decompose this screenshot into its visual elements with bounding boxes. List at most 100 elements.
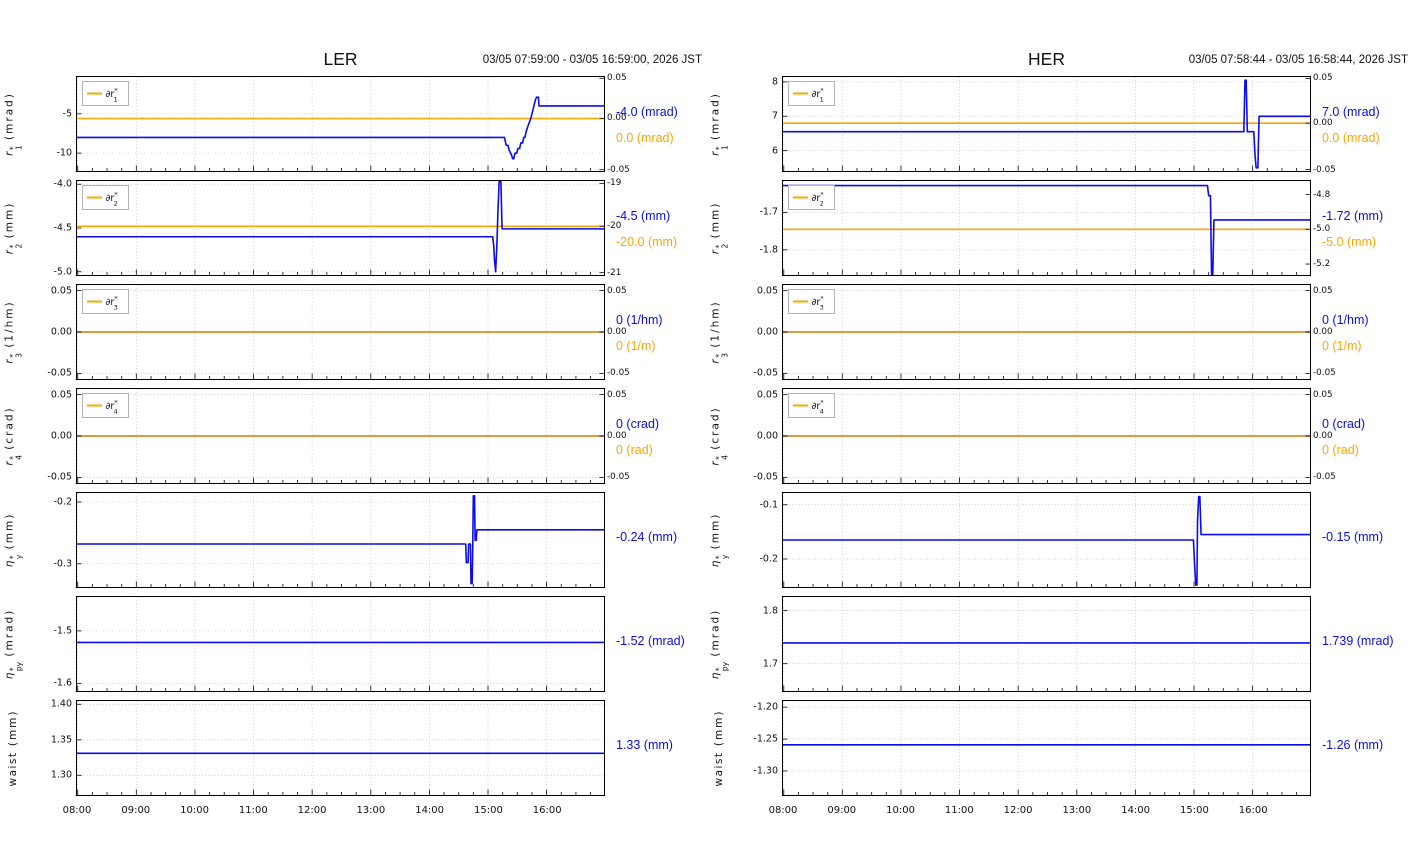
x-tick-label: 15:00 bbox=[1179, 805, 1209, 816]
x-tick-label: 16:00 bbox=[532, 805, 562, 816]
plot-canvas: ∂r* 4 bbox=[76, 388, 605, 484]
panel-header-ler: LER 03/05 07:59:00 - 03/05 16:59:00, 202… bbox=[0, 26, 706, 68]
y-tick-label: -4.0 bbox=[53, 178, 72, 190]
subscript: y bbox=[720, 554, 730, 560]
subplot-ler-6: η * py (mrad) -1.5 -1.6 -1.52 (mrad) bbox=[0, 596, 706, 692]
time-range-label-ler: 03/05 07:59:00 - 03/05 16:59:00, 2026 JS… bbox=[482, 54, 702, 66]
y-tick-label: 0.05 bbox=[50, 285, 72, 297]
plot-canvas bbox=[782, 492, 1311, 588]
right-tick-label: 0.05 bbox=[607, 73, 627, 84]
y-axis-label: r * 1 (mrad) bbox=[709, 92, 730, 156]
y-tick-labels: 8 7 6 bbox=[732, 76, 782, 172]
x-tick-label: 08:00 bbox=[768, 805, 798, 816]
right-tick-label: -0.05 bbox=[607, 472, 630, 483]
y-tick-label: 1.35 bbox=[50, 734, 72, 746]
y-axis-label: waist (mm) bbox=[7, 709, 19, 787]
subscript: 1 bbox=[720, 145, 730, 151]
subplot-ler-1: r * 1 (mrad) -5 -10 ∂r* 1 0.05 0.00 -0.05 -4.0 (mr… bbox=[0, 73, 706, 175]
legend: ∂r* 2 bbox=[82, 185, 129, 210]
x-tick-label: 09:00 bbox=[827, 805, 857, 816]
y-tick-label: 1.30 bbox=[50, 769, 72, 781]
y-tick-labels: 0.05 0.00 -0.05 bbox=[26, 284, 76, 380]
plot-canvas: ∂r* 1 bbox=[782, 76, 1311, 172]
y-tick-label: 0.00 bbox=[756, 326, 778, 338]
subscript: 3 bbox=[720, 353, 730, 358]
right-tick-label: 0.00 bbox=[607, 431, 627, 441]
right-column: 0.05 0.00 -0.05 0 (crad) 0 (rad) bbox=[605, 388, 706, 484]
y-axis-label-cell: waist (mm) bbox=[706, 700, 732, 796]
value-readout: 0 (rad) bbox=[1322, 443, 1359, 458]
plot-cell: ∂r* 1 bbox=[76, 76, 605, 172]
right-column: -19 -20 -21 -4.5 (mm) -20.0 (mm) bbox=[605, 178, 706, 277]
y-tick-labels: -1.20 -1.25 -1.30 bbox=[732, 700, 782, 796]
y-axis-label: η * y (mm) bbox=[709, 512, 730, 568]
right-tick-label: -4.8 bbox=[1313, 189, 1331, 200]
x-tick-label: 14:00 bbox=[1121, 805, 1151, 816]
y-tick-label: -1.8 bbox=[759, 244, 778, 256]
right-column: 1.33 (mm) bbox=[605, 700, 706, 796]
plot-canvas bbox=[76, 492, 605, 588]
subscript: 4 bbox=[14, 455, 24, 460]
y-axis-label-cell: waist (mm) bbox=[0, 700, 26, 796]
series-line-value bbox=[76, 180, 605, 273]
right-tick-label: -0.05 bbox=[607, 164, 630, 175]
y-axis-label: r * 4 (crad) bbox=[709, 406, 730, 466]
y-axis-label: r * 4 (crad) bbox=[3, 406, 24, 466]
y-tick-label: -0.3 bbox=[53, 558, 72, 570]
y-tick-labels: 0.05 0.00 -0.05 bbox=[26, 388, 76, 484]
x-tick-label: 10:00 bbox=[886, 805, 915, 816]
plots-container-her: r * 1 (mrad) 8 7 6 ∂r* 1 0.05 0.00 -0.05 7.0 (mrad)… bbox=[706, 73, 1412, 822]
right-tick-label: 0.05 bbox=[607, 389, 627, 400]
subscript: 1 bbox=[14, 145, 24, 151]
plots-container-ler: r * 1 (mrad) -5 -10 ∂r* 1 0.05 0.00 -0.05 -4.0 (mr… bbox=[0, 73, 706, 822]
right-tick-label: -0.05 bbox=[1313, 164, 1336, 175]
legend: ∂r* 1 bbox=[788, 81, 835, 106]
x-tick-label: 15:00 bbox=[473, 805, 503, 816]
y-tick-label: 1.40 bbox=[50, 698, 72, 710]
subplot-her-1: r * 1 (mrad) 8 7 6 ∂r* 1 0.05 0.00 -0.05 7.0 (mrad)… bbox=[706, 73, 1412, 175]
y-tick-labels: -1.5 -1.6 bbox=[26, 596, 76, 692]
right-column: -0.24 (mm) bbox=[605, 492, 706, 588]
plot-cell: ∂r* 3 bbox=[782, 284, 1311, 380]
right-tick-label: 0.05 bbox=[607, 285, 627, 296]
y-axis-label: r * 3 (1/hm) bbox=[709, 300, 730, 364]
subplot-ler-7: waist (mm) 1.40 1.35 1.30 1.33 (mm) bbox=[0, 698, 706, 796]
y-axis-label-cell: η * y (mm) bbox=[706, 492, 732, 588]
value-readout: -1.52 (mrad) bbox=[616, 634, 685, 649]
plot-canvas: ∂r* 1 bbox=[76, 76, 605, 172]
y-tick-label: -0.05 bbox=[47, 367, 72, 379]
y-tick-label: 1.7 bbox=[762, 658, 778, 670]
right-column: -1.52 (mrad) bbox=[605, 596, 706, 692]
x-tick-label: 12:00 bbox=[297, 805, 327, 816]
y-tick-label: -5 bbox=[62, 108, 72, 120]
y-tick-labels: 1.40 1.35 1.30 bbox=[26, 698, 76, 796]
y-axis-label-cell: r * 1 (mrad) bbox=[0, 76, 26, 172]
x-tick-label: 14:00 bbox=[415, 805, 445, 816]
panel-ler: LER 03/05 07:59:00 - 03/05 16:59:00, 202… bbox=[0, 26, 706, 822]
legend: ∂r* 4 bbox=[788, 393, 835, 418]
plot-canvas bbox=[76, 596, 605, 692]
plot-cell bbox=[76, 596, 605, 692]
value-readout: -4.5 (mm) bbox=[616, 208, 671, 223]
value-readout: 1.739 (mrad) bbox=[1322, 634, 1394, 649]
panel-title-ler: LER bbox=[323, 48, 358, 69]
value-readout: -0.15 (mm) bbox=[1322, 530, 1384, 545]
y-tick-label: 0.00 bbox=[756, 430, 778, 442]
y-axis-label: r * 2 (mm) bbox=[709, 201, 730, 255]
y-axis-label: r * 1 (mrad) bbox=[3, 92, 24, 156]
x-axis-row: 08:00 09:00 10:00 11:00 12:00 13:00 14:00 15:00… bbox=[706, 804, 1412, 822]
value-readout: 0 (1/hm) bbox=[1322, 312, 1369, 327]
y-tick-label: 0.00 bbox=[50, 430, 72, 442]
right-tick-label: -20 bbox=[607, 221, 622, 232]
legend: ∂r* 3 bbox=[82, 289, 129, 314]
plot-canvas: ∂r* 3 bbox=[782, 284, 1311, 380]
legend-label: ∂r* 3 bbox=[106, 295, 119, 312]
y-tick-labels: 1.8 1.7 bbox=[732, 596, 782, 692]
plot-cell: ∂r* 2 bbox=[76, 180, 605, 276]
value-readout: 0 (1/m) bbox=[616, 339, 656, 354]
right-column: 0.05 0.00 -0.05 7.0 (mrad) 0.0 (mrad) bbox=[1311, 73, 1412, 175]
value-readout: 0.0 (mrad) bbox=[616, 131, 674, 146]
y-axis-label: η * py (mrad) bbox=[3, 608, 24, 680]
y-axis-label-cell: r * 3 (1/hm) bbox=[0, 284, 26, 380]
y-axis-label-cell: η * py (mrad) bbox=[706, 596, 732, 692]
